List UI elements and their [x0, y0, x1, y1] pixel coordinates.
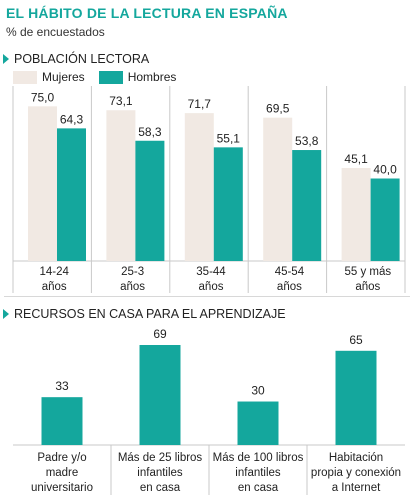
data-label-recurso: 33: [55, 379, 69, 393]
x-tick-label: infantiles: [235, 467, 281, 479]
x-tick-label: años: [42, 281, 67, 293]
data-label-hombres: 53,8: [295, 134, 319, 148]
bar-hombres: [57, 128, 86, 261]
legend-label-hombres: Hombres: [127, 70, 177, 84]
x-tick-label: años: [120, 281, 145, 293]
x-tick-label: 55 y más: [344, 266, 391, 278]
x-tick-label: años: [199, 281, 224, 293]
data-label-mujeres: 69,5: [266, 102, 290, 116]
bar-mujeres: [263, 117, 293, 261]
page-title: EL HÁBITO DE LA LECTURA EN ESPAÑA: [6, 5, 288, 21]
legend-item-mujeres: Mujeres: [13, 70, 85, 84]
section-divider: [4, 296, 410, 297]
chevron-right-icon: [3, 309, 9, 319]
legend: Mujeres Hombres: [13, 70, 190, 84]
x-tick-label: 35-44: [196, 266, 226, 278]
section-title-poblacion: POBLACIÓN LECTORA: [14, 52, 150, 66]
x-tick-label: Padre y/o: [37, 452, 86, 464]
bar-hombres: [135, 140, 165, 261]
x-tick-label: años: [277, 281, 302, 293]
bar-mujeres: [28, 106, 57, 261]
data-label-recurso: 69: [153, 327, 167, 341]
section-heading-poblacion: POBLACIÓN LECTORA: [3, 52, 149, 66]
chevron-right-icon: [3, 54, 9, 64]
legend-label-mujeres: Mujeres: [42, 70, 85, 84]
section-title-recursos: RECURSOS EN CASA PARA EL APRENDIZAJE: [14, 307, 286, 321]
legend-swatch-mujeres: [13, 70, 37, 84]
bar-recurso: [335, 350, 377, 445]
page-subtitle: % de encuestados: [6, 25, 105, 39]
data-label-hombres: 58,3: [138, 125, 162, 139]
data-label-hombres: 40,0: [373, 163, 397, 177]
bar-recurso: [41, 397, 83, 445]
x-tick-label: 25-3: [121, 266, 144, 278]
bar-hombres: [292, 150, 322, 261]
bar-recurso: [139, 345, 181, 445]
x-tick-label: Más de 100 libros: [213, 452, 304, 464]
data-label-hombres: 55,1: [217, 131, 241, 145]
data-label-recurso: 30: [251, 384, 265, 398]
x-tick-label: madre: [46, 467, 79, 479]
bar-hombres: [370, 178, 400, 261]
x-tick-label: infantiles: [137, 467, 183, 479]
bar-mujeres: [184, 113, 214, 262]
data-label-recurso: 65: [349, 333, 363, 347]
data-label-mujeres: 71,7: [188, 97, 212, 111]
bar-mujeres: [341, 167, 371, 261]
x-tick-label: propia y conexión: [311, 467, 401, 479]
section-heading-recursos: RECURSOS EN CASA PARA EL APRENDIZAJE: [3, 307, 286, 321]
legend-item-hombres: Hombres: [98, 70, 177, 84]
x-tick-label: años: [355, 281, 380, 293]
bar-recurso: [237, 401, 279, 445]
data-label-hombres: 64,3: [60, 112, 84, 126]
x-tick-label: Más de 25 libros: [118, 452, 203, 464]
legend-swatch-hombres: [98, 70, 123, 84]
x-tick-label: en casa: [140, 482, 181, 494]
x-tick-label: en casa: [238, 482, 279, 494]
x-tick-label: universitario: [31, 482, 93, 494]
data-label-mujeres: 45,1: [344, 152, 368, 166]
bar-mujeres: [106, 110, 136, 261]
data-label-mujeres: 73,1: [109, 94, 133, 108]
data-label-mujeres: 75,0: [31, 90, 55, 104]
x-tick-label: 14-24: [39, 266, 69, 278]
x-tick-label: a Internet: [332, 482, 381, 494]
bar-hombres: [213, 147, 243, 261]
x-tick-label: 45-54: [275, 266, 305, 278]
x-tick-label: Habitación: [329, 452, 383, 464]
